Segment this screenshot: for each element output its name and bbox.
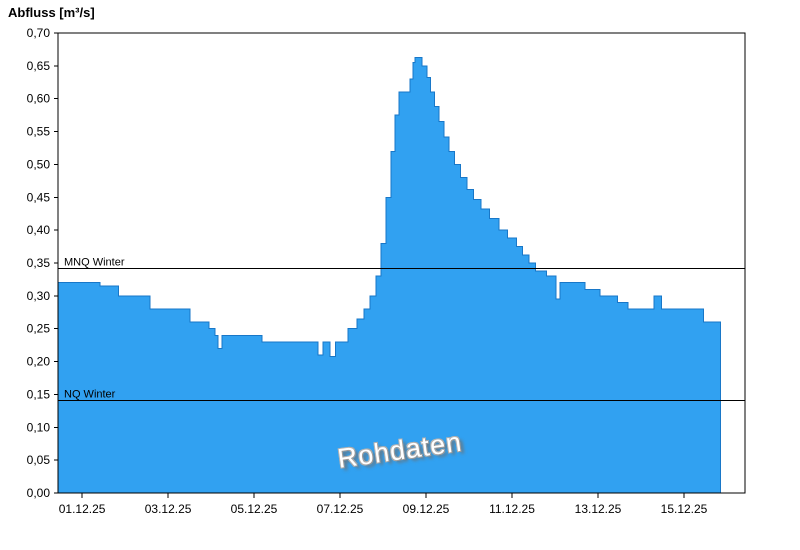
y-tick-label: 0,40 [27,223,51,237]
x-tick-label: 09.12.25 [403,502,450,516]
x-tick-label: 07.12.25 [317,502,364,516]
y-tick-label: 0,30 [27,289,51,303]
discharge-area-series [57,56,721,494]
y-tick-label: 0,50 [27,157,51,171]
x-tick-label: 03.12.25 [145,502,192,516]
y-tick-label: 0,55 [27,125,51,139]
y-tick-label: 0,35 [27,256,51,270]
x-tick-label: 15.12.25 [661,502,708,516]
y-tick-label: 0,20 [27,355,51,369]
y-tick-label: 0,00 [27,486,51,500]
y-tick-label: 0,45 [27,190,51,204]
y-tick-label: 0,15 [27,387,51,401]
y-tick-label: 0,70 [27,26,51,40]
y-axis-title: Abfluss [m³/s] [8,5,95,20]
mnq-winter-label: MNQ Winter [64,256,125,268]
y-tick-label: 0,60 [27,92,51,106]
y-tick-label: 0,10 [27,420,51,434]
nq-winter-label: NQ Winter [64,388,116,400]
y-tick-label: 0,65 [27,59,51,73]
y-tick-label: 0,25 [27,322,51,336]
x-tick-label: 05.12.25 [231,502,278,516]
x-tick-label: 11.12.25 [489,502,535,516]
y-tick-label: 0,05 [27,453,51,467]
x-tick-label: 13.12.25 [575,502,622,516]
x-tick-label: 01.12.25 [59,502,106,516]
